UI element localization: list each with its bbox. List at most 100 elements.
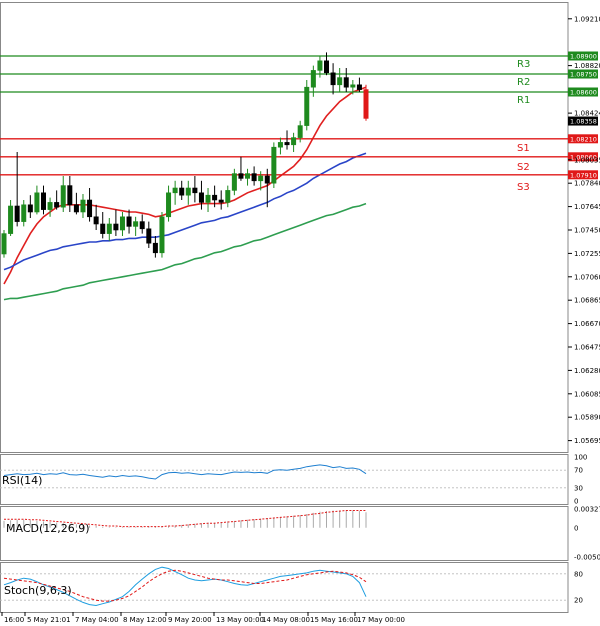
candle-body [271, 146, 277, 184]
candle-body [166, 192, 172, 218]
level-label-s3: S3 [517, 182, 530, 193]
moving-average-line [3, 152, 367, 271]
candle-body [47, 202, 53, 210]
rsi-tick-label: 30 [574, 484, 583, 492]
candle-body [179, 187, 185, 196]
x-tick-label: 13 May 00:00 [216, 616, 264, 624]
y-tick-label: 1.06085 [574, 390, 600, 398]
macd-pane-frame [0, 506, 569, 561]
candle-body [146, 228, 152, 244]
candle-body [245, 173, 251, 179]
candle-body [87, 199, 93, 218]
candle-body [291, 137, 297, 146]
candle-body [14, 205, 20, 222]
candle-body [284, 142, 290, 146]
current-price-tag-text: 1.08358 [570, 118, 597, 126]
y-tick-label: 1.05695 [574, 437, 600, 445]
candle-body [363, 89, 369, 119]
stoch-signal-line [3, 569, 367, 602]
level-price-tag [568, 51, 598, 61]
y-tick-label: 1.09210 [574, 15, 600, 23]
stoch-tick-label: 20 [574, 597, 583, 605]
candle-body [106, 223, 112, 234]
rsi-pane-frame [0, 454, 569, 505]
candle-body [73, 204, 79, 213]
moving-average-line [3, 202, 367, 301]
x-tick-label: 9 May 20:00 [168, 616, 212, 624]
candle-body [225, 190, 231, 203]
y-tick-label: 1.07060 [574, 273, 600, 281]
candle-body [297, 125, 303, 138]
macd-tick-label: 0 [574, 524, 578, 532]
candle-body [304, 86, 310, 126]
indicator-panes: 10070300RSI(14)0.003270-0.005094MACD(12,… [0, 454, 600, 607]
main-pane-frame [0, 2, 569, 453]
level-price-tag-text: 1.08210 [570, 135, 597, 143]
candle-body [258, 175, 264, 182]
candle-body [1, 233, 7, 255]
rsi-label: RSI(14) [2, 474, 42, 487]
candle-body [238, 173, 244, 179]
stoch-main-line [3, 566, 367, 607]
candle-body [152, 242, 158, 254]
candle-body [310, 70, 316, 88]
candle-body [356, 84, 362, 90]
candle-body [231, 173, 237, 191]
macd-tick-label: -0.005094 [574, 554, 600, 562]
candles [1, 52, 369, 258]
candle-body [34, 192, 40, 213]
level-price-tag-text: 1.07910 [570, 171, 597, 179]
current-price-tag [568, 116, 598, 126]
candle-body [218, 199, 224, 203]
candle-body [324, 60, 330, 74]
stoch-label: Stoch(9,6,3) [4, 584, 72, 597]
macd-tick-label: 0.00327 [574, 506, 600, 514]
candle-body [192, 187, 198, 194]
x-tick-label: 16:00 [4, 616, 24, 624]
y-tick-label: 1.08424 [574, 110, 600, 118]
y-tick-label: 1.08035 [574, 156, 600, 164]
candle-body [251, 173, 257, 182]
candle-body [54, 202, 60, 208]
price-axis: 1.09210 1.08820 1.08424 1.08035 1.07840 1.076… [568, 15, 600, 445]
candle-body [317, 60, 323, 71]
candle-body [350, 84, 356, 88]
candle-body [40, 192, 46, 210]
level-price-tag [568, 170, 598, 180]
candle-body [8, 205, 14, 234]
candle-body [100, 223, 106, 234]
candle-body [277, 142, 283, 148]
stoch-pane-frame [0, 562, 569, 613]
y-tick-label: 1.07450 [574, 227, 600, 235]
x-tick-label: 15 May 16:00 [310, 616, 358, 624]
y-tick-label: 1.06865 [574, 297, 600, 305]
level-price-tag-text: 1.08750 [570, 71, 597, 79]
candle-body [133, 221, 139, 227]
candle-body [172, 187, 178, 194]
y-tick-label: 1.06280 [574, 367, 600, 375]
level-label-r1: R1 [517, 95, 530, 106]
rsi-line [3, 464, 367, 480]
y-tick-label: 1.05890 [574, 414, 600, 422]
y-tick-label: 1.08820 [574, 62, 600, 70]
level-price-tag [568, 87, 598, 97]
candle-body [198, 192, 204, 203]
candle-body [27, 204, 33, 213]
level-label-s2: S2 [517, 162, 530, 173]
candle-body [21, 204, 27, 222]
time-axis: 16:00 5 May 21:01 7 May 04:00 8 May 12:00 9 … [1, 612, 405, 624]
y-tick-label: 1.07840 [574, 180, 600, 188]
candle-body [212, 194, 218, 201]
level-label-s1: S1 [517, 143, 530, 154]
candle-body [159, 216, 165, 254]
pivot-levels: R3 1.08900 R2 1.08750 R1 1.08600 S1 1.08210 S2 1.… [0, 51, 598, 193]
level-price-tag-text: 1.08060 [570, 153, 597, 161]
candle-body [139, 221, 145, 230]
x-tick-label: 7 May 04:00 [75, 616, 119, 624]
candle-body [205, 194, 211, 203]
y-tick-label: 1.06670 [574, 320, 600, 328]
level-label-r2: R2 [517, 77, 530, 88]
level-price-tag-text: 1.08900 [570, 53, 597, 61]
candle-body [119, 216, 125, 231]
